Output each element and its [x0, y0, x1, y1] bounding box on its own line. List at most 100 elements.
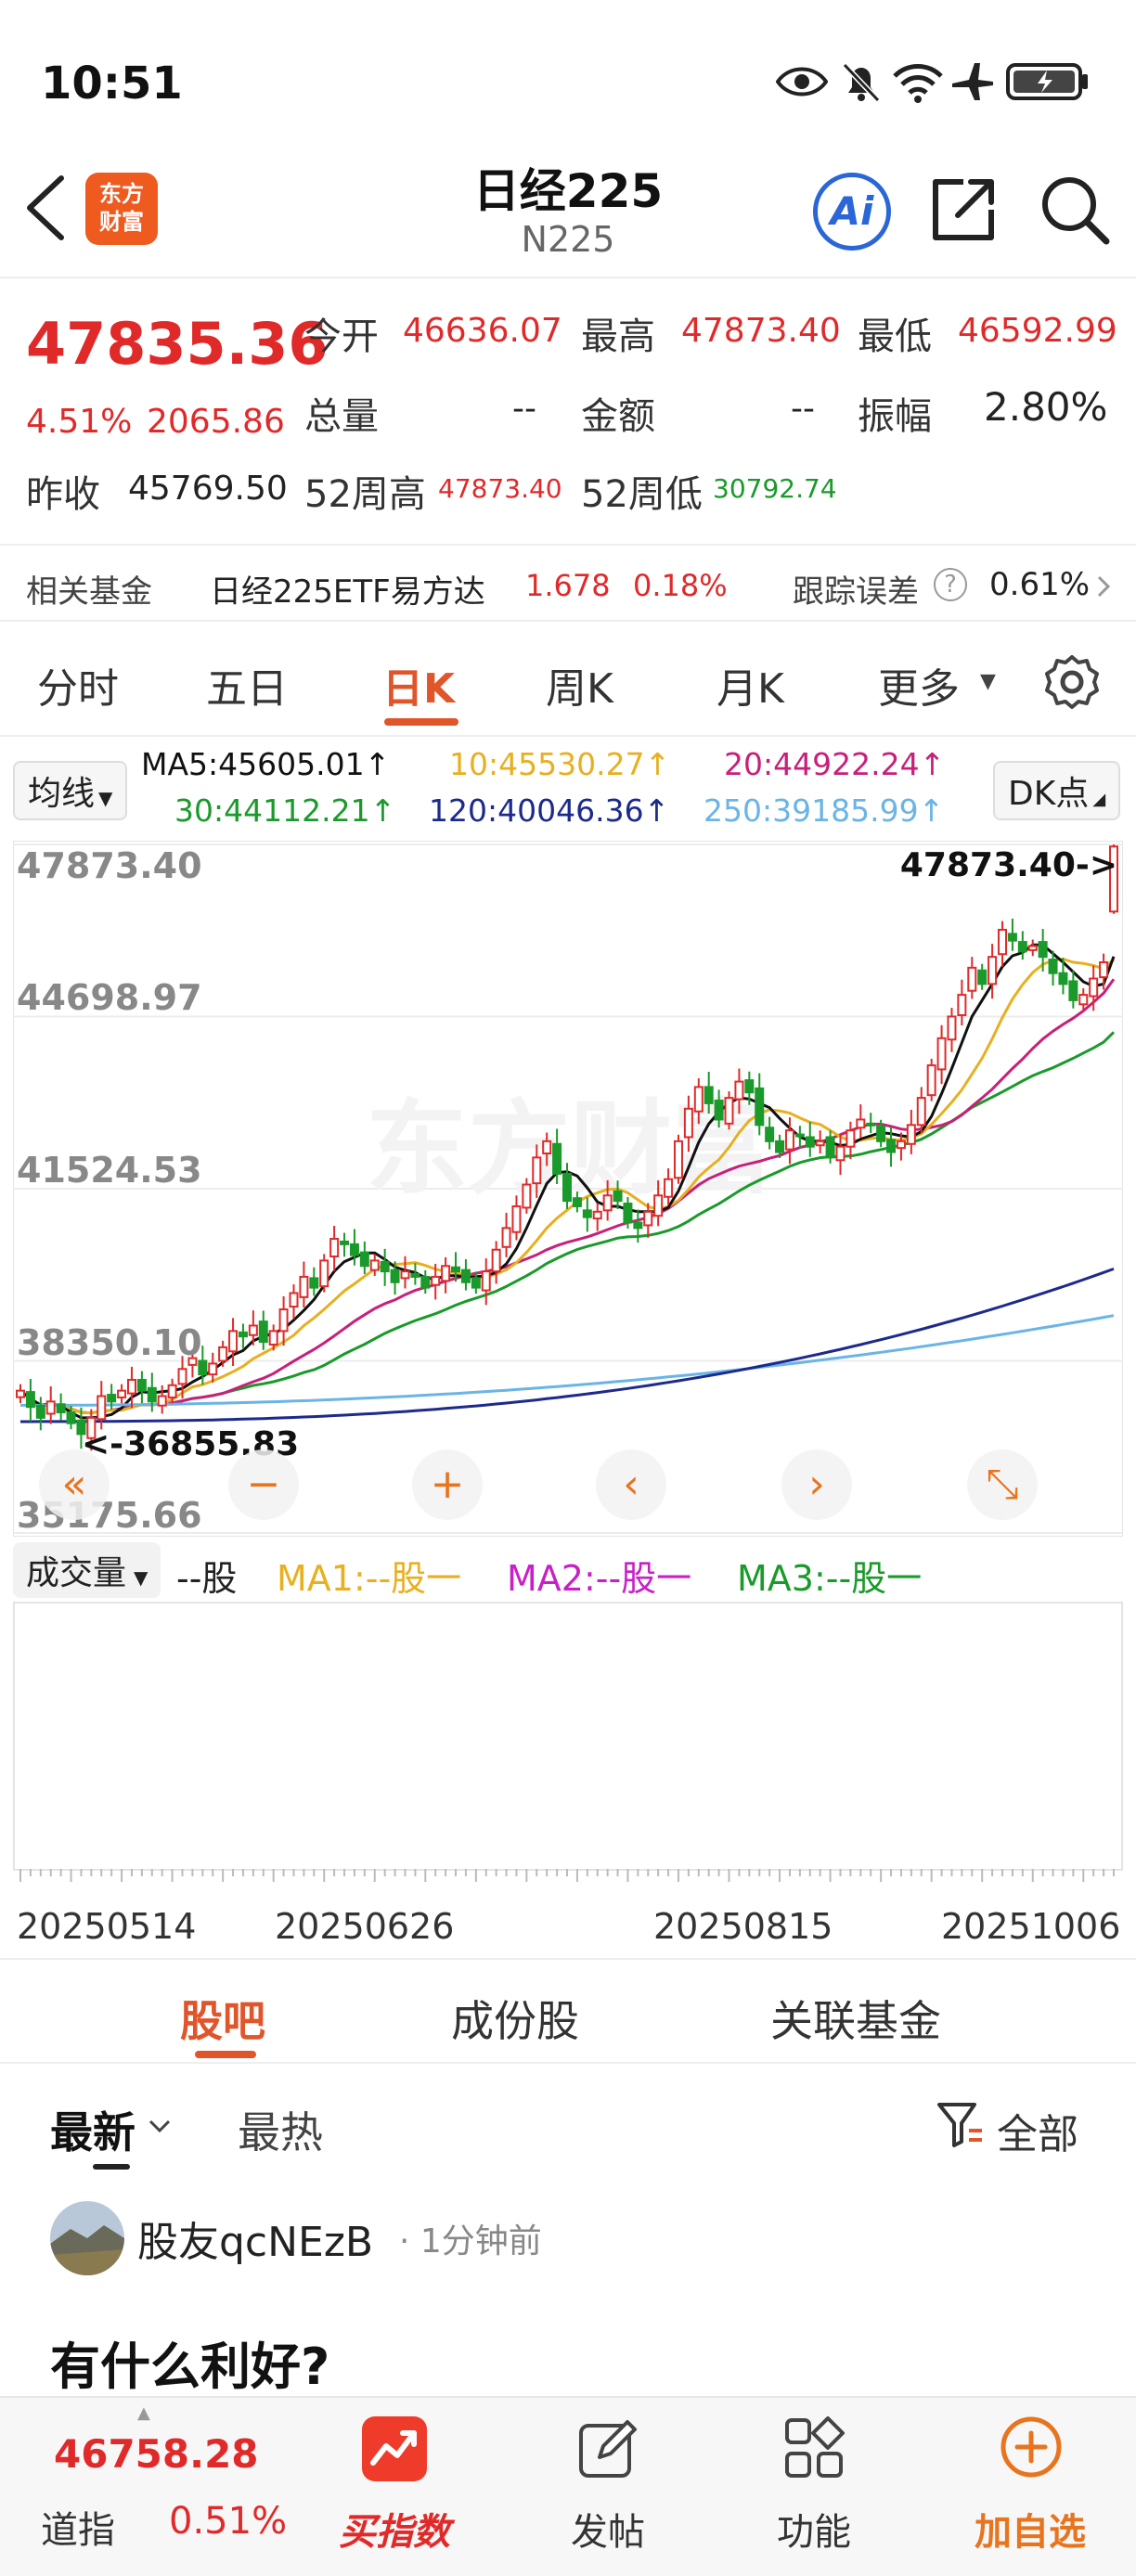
candle-body: [329, 1238, 340, 1258]
candle-body: [866, 1122, 876, 1127]
tab-constituents[interactable]: 成份股: [451, 1996, 579, 2046]
add-watchlist-label: 加自选: [975, 2511, 1086, 2554]
chart-control-button[interactable]: [39, 1449, 110, 1520]
candle-body: [319, 1259, 329, 1288]
tab-guba[interactable]: 股吧: [180, 1996, 265, 2046]
add-watchlist-button[interactable]: 加自选: [947, 2398, 1114, 2576]
edit-icon: [579, 2420, 637, 2478]
candle-body: [248, 1324, 258, 1336]
date-label: 20251006: [941, 1906, 1121, 1947]
volume-chart[interactable]: [13, 1602, 1123, 1871]
status-time: 10:51: [41, 58, 183, 109]
post-button[interactable]: 发帖: [529, 2398, 687, 2576]
page-subtitle: N225: [521, 219, 615, 260]
functions-button[interactable]: 功能: [735, 2398, 893, 2576]
chart-control-icon[interactable]: +: [431, 1461, 465, 1508]
chart-control-button[interactable]: [781, 1449, 852, 1520]
tab-intraday[interactable]: 分时: [37, 665, 119, 713]
chart-control-icon[interactable]: ⤡: [986, 1461, 1018, 1508]
tab-daily-k[interactable]: 日K: [382, 665, 456, 713]
post-username[interactable]: 股友qcNEzB: [137, 2219, 374, 2266]
ma-selector[interactable]: 均线 ▼: [13, 761, 128, 820]
candle-body: [147, 1386, 157, 1403]
status-bar: 10:51: [0, 0, 1136, 139]
candle-body: [97, 1395, 107, 1421]
candle-body: [734, 1080, 744, 1101]
ticker-index-name: 道指: [41, 2509, 115, 2552]
sort-hot[interactable]: 最热: [238, 2107, 323, 2157]
tab-monthly-k[interactable]: 月K: [716, 665, 784, 713]
candle-body: [765, 1127, 775, 1142]
chart-control-button[interactable]: [967, 1449, 1038, 1520]
candle-body: [947, 1015, 957, 1041]
ticker-index[interactable]: ▲ 46758.28 道指 0.51%: [0, 2398, 297, 2576]
candle-body: [906, 1124, 916, 1145]
post-item[interactable]: 股友qcNEzB · 1分钟前 有什么利好?: [0, 2190, 1136, 2396]
related-fund-row[interactable]: 相关基金 日经225ETF易方达 1.678 0.18% 跟踪误差 ? 0.61…: [0, 544, 1136, 622]
candle-body: [784, 1129, 794, 1151]
chart-control-button[interactable]: [596, 1449, 666, 1520]
candle-body: [1058, 972, 1068, 985]
page-title: 日经225: [472, 164, 664, 218]
candle-body: [592, 1210, 602, 1220]
share-icon[interactable]: [926, 173, 1000, 247]
ai-button[interactable]: Ai: [813, 173, 891, 251]
candle-body: [208, 1362, 218, 1376]
tab-linked-funds[interactable]: 关联基金: [770, 1996, 941, 2046]
filter-icon[interactable]: [934, 2099, 986, 2151]
candle-body: [572, 1197, 582, 1207]
candle-body: [998, 928, 1008, 956]
chart-control-icon[interactable]: ‹: [623, 1461, 639, 1508]
candle-body: [552, 1142, 562, 1175]
candle-body: [967, 966, 977, 992]
chart-control-icon[interactable]: ›: [808, 1461, 825, 1508]
candle-body: [359, 1251, 369, 1268]
sort-latest[interactable]: 最新: [50, 2107, 136, 2157]
wk52-high-label: 52周高: [304, 473, 426, 516]
ma120-line: [20, 1267, 1115, 1423]
chart-control-button[interactable]: [228, 1449, 299, 1520]
chart-control-icon[interactable]: «: [62, 1461, 87, 1508]
dk-point-button[interactable]: DK点 ◢: [993, 761, 1121, 820]
settings-gear-icon[interactable]: [1043, 653, 1101, 711]
candle-body: [289, 1292, 299, 1308]
post-title[interactable]: 有什么利好?: [50, 2338, 330, 2396]
candle-body: [369, 1259, 380, 1271]
tab-weekly-k[interactable]: 周K: [546, 665, 613, 713]
y-tick-label: 41524.53: [17, 1150, 202, 1191]
candle-body: [926, 1064, 936, 1097]
y-tick-label: 38350.10: [17, 1322, 202, 1363]
high-value: 47873.40: [681, 312, 841, 350]
prev-close-value: 45769.50: [128, 470, 288, 508]
filter-all[interactable]: 全部: [997, 2111, 1078, 2158]
candle-body: [268, 1330, 278, 1346]
tab-five-day[interactable]: 五日: [206, 665, 288, 713]
volume-selector[interactable]: 成交量 ▼: [13, 1542, 161, 1598]
chart-control-icon[interactable]: −: [247, 1461, 281, 1508]
candle-body: [340, 1240, 350, 1245]
chart-control-button[interactable]: [412, 1449, 483, 1520]
related-fund-name: 日经225ETF易方达: [210, 573, 485, 611]
candle-body: [664, 1178, 674, 1198]
volume-ma1: MA1:--股一: [277, 1558, 462, 1599]
candle-body: [957, 994, 967, 1016]
candle-body: [532, 1156, 542, 1185]
kline-controls[interactable]: « − + ‹ › ⤡: [39, 1449, 1038, 1520]
post-label: 发帖: [571, 2511, 645, 2554]
amount-value: --: [791, 390, 815, 428]
related-fund-label: 相关基金: [26, 573, 152, 611]
kline-candles: [16, 844, 1118, 1451]
help-icon[interactable]: ?: [934, 568, 967, 601]
candle-body: [441, 1265, 451, 1282]
candle-body: [35, 1404, 45, 1419]
bottom-bar: ▲ 46758.28 道指 0.51% 买指数 发帖 功能: [0, 2396, 1136, 2576]
quote-panel: 47835.36 4.51% 2065.86 今开 46636.07 最高 47…: [0, 278, 1136, 529]
add-circle-icon: [1000, 2416, 1062, 2478]
tab-more[interactable]: 更多: [878, 665, 960, 713]
back-arrow-icon[interactable]: [20, 173, 72, 243]
search-icon[interactable]: [1036, 171, 1114, 249]
avatar[interactable]: [50, 2201, 124, 2275]
buy-index-button[interactable]: 买指数: [316, 2398, 473, 2576]
candle-body: [988, 956, 998, 985]
kline-chart[interactable]: 东方财富 47873.4044698.9741524.5338350.10351…: [13, 841, 1123, 1537]
